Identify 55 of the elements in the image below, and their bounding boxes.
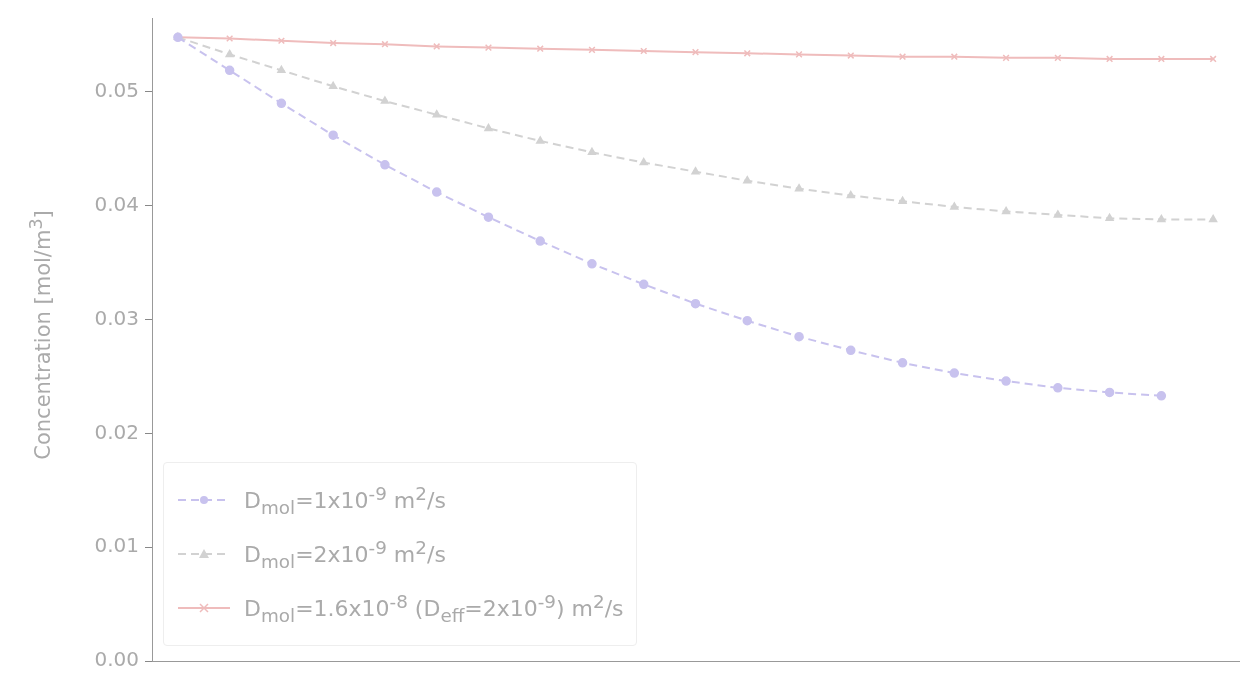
point bbox=[535, 236, 545, 246]
point bbox=[225, 49, 234, 58]
point bbox=[380, 96, 390, 104]
point bbox=[587, 259, 597, 269]
point bbox=[328, 81, 338, 90]
point bbox=[224, 65, 235, 76]
text: D$_{mol}$=1.6x10$^{-8}$ (D$_{eff}$=2x10$^{-9}$) m$^{2}$/s bbox=[244, 590, 624, 626]
point bbox=[1156, 391, 1167, 401]
legend-label: D$_{mol}$=2x10$^{-9}$ m$^{2}$/s bbox=[244, 536, 446, 572]
point bbox=[1208, 214, 1218, 223]
point bbox=[1106, 55, 1114, 63]
point bbox=[743, 175, 752, 184]
point bbox=[950, 53, 958, 61]
y-tick-label: 0.05 bbox=[94, 78, 139, 103]
point bbox=[1053, 210, 1063, 218]
y-tick-label: 0.04 bbox=[94, 191, 139, 216]
point bbox=[639, 157, 648, 166]
point bbox=[1104, 387, 1115, 398]
point bbox=[431, 187, 442, 197]
point bbox=[691, 166, 700, 175]
point bbox=[432, 109, 441, 118]
point bbox=[898, 196, 907, 204]
point bbox=[690, 298, 701, 309]
point bbox=[277, 65, 286, 74]
point bbox=[1157, 214, 1166, 223]
point bbox=[484, 123, 493, 132]
y-tick-label: 0.01 bbox=[94, 533, 139, 558]
point bbox=[897, 358, 908, 368]
point bbox=[795, 50, 803, 58]
point bbox=[743, 49, 751, 57]
point bbox=[1054, 54, 1062, 62]
point bbox=[483, 212, 494, 222]
point bbox=[691, 48, 700, 56]
point bbox=[276, 98, 287, 109]
point bbox=[1001, 376, 1011, 386]
point bbox=[536, 136, 545, 144]
point bbox=[742, 315, 753, 326]
legend-label: D$_{mol}$=1x10$^{-9}$ m$^{2}$/s bbox=[244, 482, 446, 518]
point bbox=[950, 202, 959, 210]
y-tick-label: 0.03 bbox=[94, 305, 139, 330]
point bbox=[846, 190, 855, 199]
y-tick-label: 0.02 bbox=[94, 419, 139, 444]
point bbox=[846, 345, 856, 356]
point bbox=[380, 160, 390, 170]
point bbox=[1001, 206, 1011, 215]
point bbox=[328, 130, 338, 140]
point bbox=[794, 331, 804, 342]
point bbox=[484, 44, 493, 52]
point bbox=[587, 147, 597, 156]
point bbox=[638, 279, 649, 290]
point bbox=[794, 183, 804, 192]
point bbox=[1053, 383, 1063, 393]
point bbox=[1105, 213, 1114, 222]
point bbox=[949, 368, 960, 378]
y-tick-label: 0.00 bbox=[94, 647, 139, 672]
